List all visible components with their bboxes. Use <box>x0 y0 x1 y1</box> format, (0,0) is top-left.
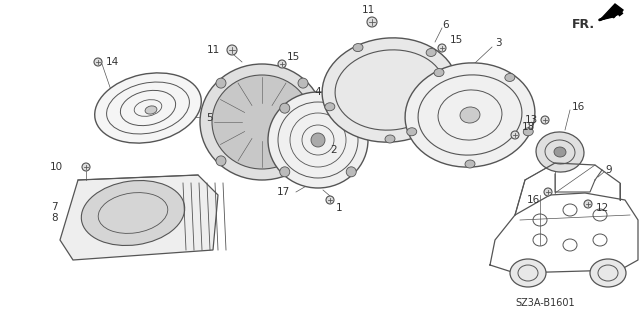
Text: 2: 2 <box>330 145 337 155</box>
Ellipse shape <box>216 156 226 166</box>
Ellipse shape <box>268 92 368 188</box>
Ellipse shape <box>438 44 446 52</box>
Ellipse shape <box>326 196 334 204</box>
Polygon shape <box>600 4 623 20</box>
Ellipse shape <box>325 103 335 111</box>
Ellipse shape <box>81 181 185 246</box>
Text: FR.: FR. <box>572 18 595 31</box>
Ellipse shape <box>216 78 226 88</box>
Ellipse shape <box>322 38 458 142</box>
Ellipse shape <box>280 167 290 177</box>
Text: 17: 17 <box>276 187 290 197</box>
Ellipse shape <box>405 63 535 167</box>
Ellipse shape <box>505 73 515 81</box>
Ellipse shape <box>385 135 395 143</box>
Ellipse shape <box>544 188 552 196</box>
Text: 14: 14 <box>106 57 119 67</box>
Text: 12: 12 <box>596 203 609 213</box>
Ellipse shape <box>353 44 363 52</box>
Text: 13: 13 <box>525 115 538 125</box>
Ellipse shape <box>554 147 566 157</box>
Ellipse shape <box>460 107 480 123</box>
Polygon shape <box>60 175 218 260</box>
Ellipse shape <box>95 73 202 143</box>
Text: 8: 8 <box>51 213 58 223</box>
Ellipse shape <box>94 58 102 66</box>
Ellipse shape <box>278 60 286 68</box>
Ellipse shape <box>200 64 324 180</box>
Text: SZ3A-B1601: SZ3A-B1601 <box>515 298 575 308</box>
Text: 7: 7 <box>51 202 58 212</box>
Text: 15: 15 <box>287 52 300 62</box>
Ellipse shape <box>145 106 157 114</box>
Ellipse shape <box>426 48 436 56</box>
FancyArrowPatch shape <box>600 12 618 20</box>
Ellipse shape <box>407 128 417 136</box>
Text: 10: 10 <box>50 162 63 172</box>
Ellipse shape <box>280 103 290 113</box>
Text: 9: 9 <box>605 165 612 175</box>
Ellipse shape <box>82 163 90 171</box>
Ellipse shape <box>541 116 549 124</box>
Text: 5: 5 <box>206 113 212 123</box>
Ellipse shape <box>298 78 308 88</box>
Ellipse shape <box>367 17 377 27</box>
Text: 16: 16 <box>572 102 585 112</box>
Ellipse shape <box>346 103 356 113</box>
Text: 15: 15 <box>450 35 463 45</box>
Ellipse shape <box>584 200 592 208</box>
Text: 16: 16 <box>527 195 540 205</box>
Ellipse shape <box>465 160 475 168</box>
Text: 4: 4 <box>314 87 321 97</box>
Ellipse shape <box>536 132 584 172</box>
Text: 18: 18 <box>522 122 535 132</box>
Ellipse shape <box>445 103 455 111</box>
Text: 1: 1 <box>336 203 342 213</box>
Ellipse shape <box>590 259 626 287</box>
Text: 11: 11 <box>207 45 220 55</box>
Ellipse shape <box>311 133 325 147</box>
Ellipse shape <box>298 156 308 166</box>
Ellipse shape <box>511 131 519 139</box>
Ellipse shape <box>524 128 533 136</box>
Text: 11: 11 <box>362 5 374 15</box>
Ellipse shape <box>346 167 356 177</box>
Text: 3: 3 <box>495 38 502 48</box>
Ellipse shape <box>227 45 237 55</box>
Ellipse shape <box>434 69 444 77</box>
Text: 6: 6 <box>442 20 449 30</box>
Ellipse shape <box>510 259 546 287</box>
Polygon shape <box>600 11 621 20</box>
Ellipse shape <box>212 75 312 169</box>
